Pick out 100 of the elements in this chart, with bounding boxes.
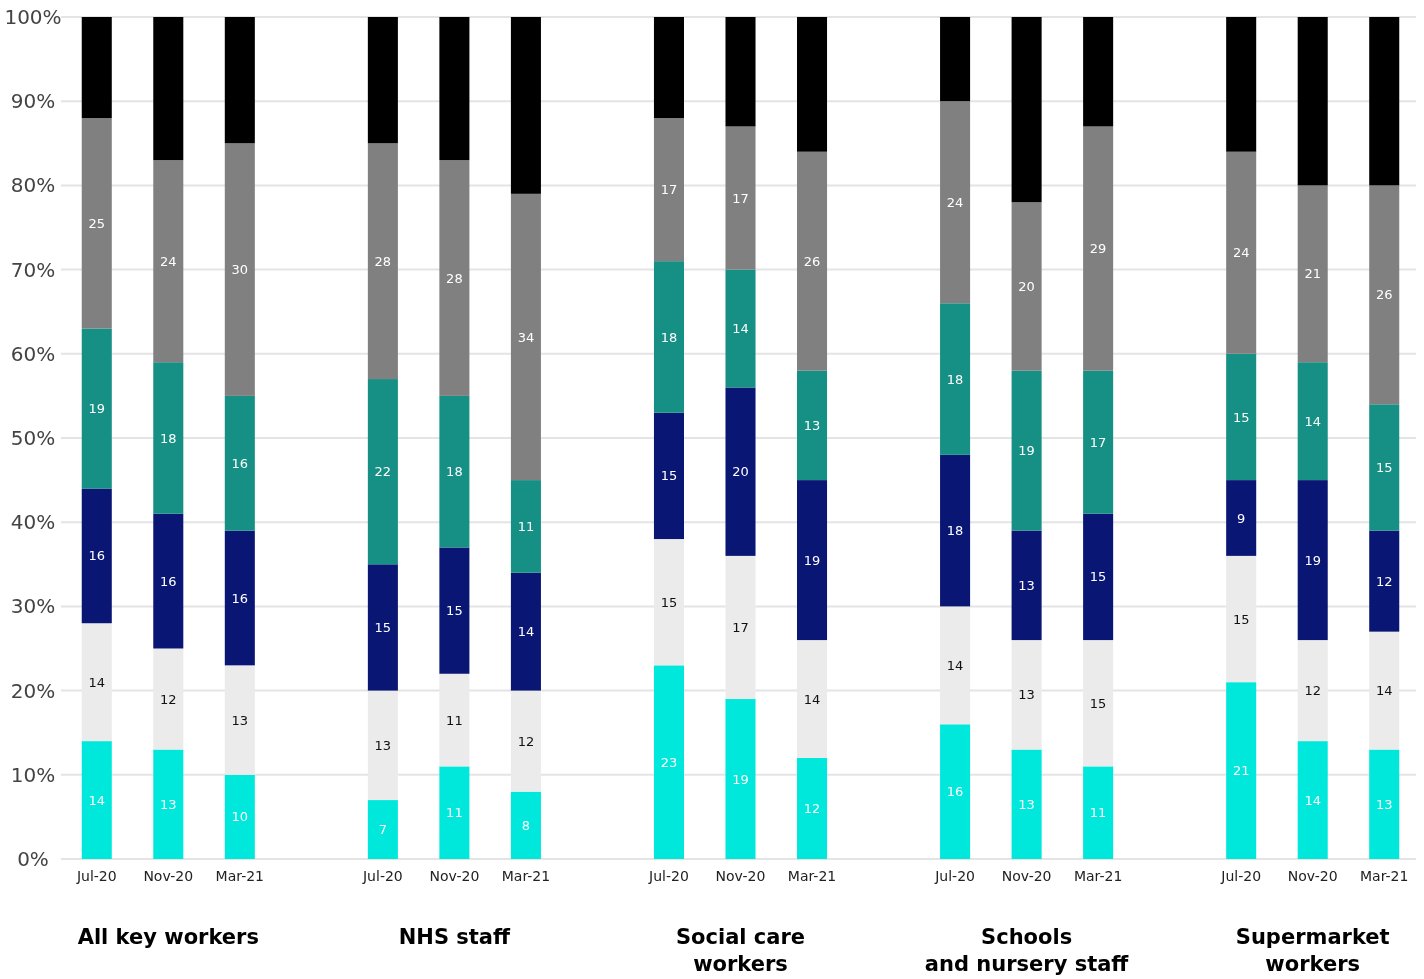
data-label: 26 — [803, 253, 821, 269]
x-tick-label: Jul-20 — [1220, 868, 1262, 884]
data-label: 18 — [660, 329, 678, 345]
data-label: 28 — [374, 253, 392, 269]
data-label: 19 — [1018, 443, 1035, 459]
data-label: 34 — [517, 329, 535, 345]
bar — [797, 757, 828, 859]
data-label: 11 — [446, 712, 463, 728]
y-tick-label: 60% — [10, 341, 56, 366]
bar — [224, 143, 255, 396]
data-label: 17 — [1089, 434, 1107, 450]
x-tick-label: Jul-20 — [934, 868, 975, 884]
bar — [653, 17, 684, 119]
data-label: 14 — [517, 624, 535, 640]
bar — [653, 118, 684, 262]
data-label: 24 — [946, 194, 964, 210]
bar — [153, 17, 184, 161]
bar — [81, 328, 112, 489]
data-label: 13 — [1018, 577, 1035, 593]
bar — [1011, 202, 1042, 371]
bar — [224, 395, 255, 531]
bar — [367, 800, 398, 859]
y-tick-label: 50% — [10, 426, 56, 450]
data-label: 15 — [446, 603, 463, 619]
data-label: 18 — [946, 371, 964, 387]
bar — [81, 488, 112, 624]
bar — [940, 303, 971, 455]
text: All key workers — [77, 925, 259, 949]
y-tick-label: 40% — [10, 510, 56, 535]
bar — [510, 791, 541, 859]
x-tick-label: Mar-21 — [787, 868, 837, 884]
data-label: 18 — [160, 430, 177, 446]
data-label: 12 — [803, 801, 821, 817]
x-tick-label: Nov-20 — [143, 868, 194, 884]
data-label: 8 — [521, 817, 531, 833]
y-tick-label: 80% — [10, 173, 56, 198]
bar — [940, 17, 971, 102]
data-label: 24 — [160, 253, 177, 269]
text: NHS staff — [398, 925, 512, 949]
data-label: 14 — [1304, 413, 1321, 429]
bar — [797, 17, 828, 152]
data-label: 19 — [803, 552, 821, 568]
bar — [1297, 17, 1328, 186]
data-label: 14 — [803, 691, 821, 707]
bar — [439, 395, 470, 548]
bar — [81, 741, 112, 859]
bar — [1226, 480, 1257, 556]
data-label: 22 — [374, 464, 392, 480]
data-label: 26 — [1375, 287, 1393, 303]
bar — [1083, 370, 1114, 514]
data-label: 16 — [160, 573, 177, 589]
text: Supermarket workers — [1235, 925, 1390, 976]
y-tick-label: 100% — [4, 5, 62, 29]
bar — [224, 530, 255, 666]
data-label: 13 — [1375, 796, 1393, 812]
bar — [1011, 370, 1042, 531]
bar — [1297, 185, 1328, 363]
bar — [153, 160, 184, 363]
data-label: 14 — [1304, 792, 1321, 808]
data-label: 11 — [517, 518, 535, 534]
data-label: 12 — [1375, 573, 1393, 589]
data-label: 17 — [732, 190, 749, 206]
bar — [1011, 530, 1042, 641]
bar — [1297, 741, 1328, 859]
bar — [1369, 749, 1400, 859]
data-label: 19 — [88, 401, 106, 417]
data-label: 14 — [88, 792, 106, 808]
bar — [940, 454, 971, 607]
data-label: 15 — [1089, 695, 1107, 711]
y-tick-label: 0% — [17, 847, 49, 871]
data-label: 10 — [231, 809, 249, 825]
bar — [367, 379, 398, 565]
bar — [797, 151, 828, 371]
data-label: 13 — [1018, 796, 1035, 812]
x-tick-label: Mar-21 — [501, 868, 551, 884]
bar — [81, 17, 112, 119]
data-label: 13 — [1018, 687, 1035, 703]
bar — [1083, 513, 1114, 641]
bar — [653, 261, 684, 413]
bar — [797, 370, 828, 481]
data-label: 14 — [732, 321, 749, 337]
data-label: 15 — [660, 594, 678, 610]
data-label: 20 — [1018, 278, 1035, 294]
data-label: 7 — [378, 822, 388, 838]
data-label: 21 — [1304, 266, 1321, 282]
data-label: 30 — [231, 262, 249, 278]
data-label: 17 — [732, 620, 749, 635]
x-tick-label: Nov-20 — [1287, 868, 1338, 884]
y-tick-label: 70% — [10, 257, 56, 282]
data-label: 21 — [1232, 763, 1250, 779]
bar — [797, 480, 828, 641]
bar — [1011, 17, 1042, 203]
bar — [439, 160, 470, 396]
bar — [725, 699, 756, 859]
data-label: 17 — [660, 182, 678, 198]
data-label: 11 — [1089, 805, 1107, 821]
data-label: 25 — [88, 215, 106, 231]
bar — [153, 513, 184, 649]
bar — [725, 126, 756, 270]
y-tick-label: 30% — [10, 594, 56, 619]
